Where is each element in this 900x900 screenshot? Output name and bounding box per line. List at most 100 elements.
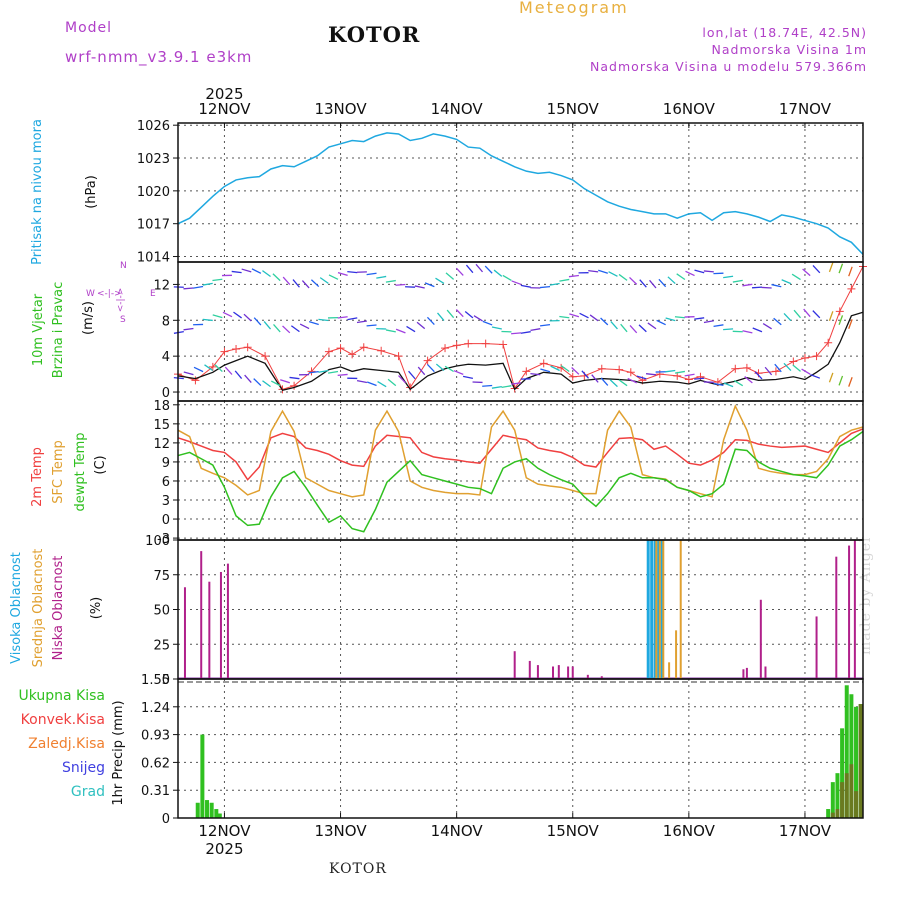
low-cloud-bar bbox=[848, 545, 851, 679]
gust-marker bbox=[261, 352, 270, 361]
wind-direction-arrow bbox=[838, 263, 844, 274]
gust-marker bbox=[394, 352, 403, 361]
wind-direction-arrow bbox=[462, 375, 474, 380]
wind-unit: (m/s) bbox=[81, 301, 96, 335]
precip-legend-item: Zaledj.Kisa bbox=[28, 736, 105, 752]
wind-direction-arrow bbox=[676, 273, 686, 281]
dewpoint-axis-label: dewpt Temp bbox=[73, 432, 88, 511]
wind-direction-arrow bbox=[848, 377, 853, 387]
y-tick-label: 12 bbox=[153, 278, 170, 293]
wind-direction-arrow bbox=[337, 316, 348, 319]
wind-direction-arrow bbox=[647, 322, 657, 330]
mid-cloud-bar bbox=[655, 540, 658, 679]
wind-direction-arrow bbox=[848, 266, 853, 277]
wind-direction-arrow bbox=[328, 274, 339, 280]
y-tick-label: 1017 bbox=[137, 218, 170, 233]
convective-rain-bar bbox=[835, 809, 840, 818]
wind-direction-arrow bbox=[234, 370, 243, 379]
wind-direction-arrow bbox=[484, 265, 493, 274]
compass-e: E bbox=[150, 289, 156, 299]
y-tick-label: 0 bbox=[162, 812, 170, 827]
x-tick-label-bottom: 14NOV bbox=[431, 822, 484, 840]
wind-direction-arrow bbox=[694, 269, 705, 274]
wind-direction-arrow bbox=[398, 375, 406, 384]
wind-direction-arrow bbox=[618, 379, 628, 387]
model-label: Model bbox=[65, 20, 113, 36]
precip-legend-item: Konvek.Kisa bbox=[21, 712, 105, 728]
wind-direction-arrow bbox=[684, 373, 695, 377]
low-cloud-bar bbox=[528, 660, 531, 679]
gust-marker bbox=[232, 344, 241, 353]
wind-direction-arrow bbox=[318, 318, 329, 322]
location-coords: lon,lat (18.74E, 42.5N) bbox=[702, 25, 867, 40]
wind-direction-arrow bbox=[539, 286, 551, 289]
wind-direction-arrow bbox=[395, 328, 406, 334]
high-cloud-bar bbox=[646, 540, 650, 679]
dewpoint-line bbox=[177, 430, 864, 533]
wind-direction-arrow bbox=[251, 268, 262, 274]
wind-direction-arrow bbox=[493, 269, 503, 277]
wind-direction-arrow bbox=[376, 275, 387, 279]
compass-w: W bbox=[86, 289, 95, 299]
wind-direction-arrow bbox=[444, 365, 454, 373]
low-cloud-bar bbox=[600, 676, 603, 679]
wind-direction-arrow bbox=[754, 371, 763, 380]
gust-marker bbox=[812, 352, 821, 361]
wind-direction-arrow bbox=[337, 373, 348, 376]
wind-direction-arrow bbox=[292, 279, 300, 288]
wind-direction-arrow bbox=[435, 277, 445, 285]
gust-marker bbox=[789, 357, 798, 366]
wind-direction-arrow bbox=[803, 308, 811, 318]
gust-marker bbox=[615, 365, 624, 374]
wind-direction-arrow bbox=[610, 320, 618, 330]
wind-direction-arrow bbox=[455, 309, 464, 318]
low-cloud-bar bbox=[745, 667, 748, 679]
wind-direction-arrow bbox=[464, 310, 474, 319]
gust-marker bbox=[684, 375, 693, 384]
wind-direction-arrow bbox=[629, 276, 638, 285]
wind-axis-label-2: Brzina i Pravac bbox=[51, 282, 66, 379]
low-cloud-bar bbox=[552, 666, 555, 679]
wind-direction-arrow bbox=[385, 329, 396, 333]
gust-marker bbox=[539, 359, 548, 368]
wind-direction-arrow bbox=[571, 367, 580, 375]
mid-cloud-bar bbox=[668, 662, 671, 679]
wind-direction-arrow bbox=[511, 382, 522, 385]
wind-direction-arrow bbox=[540, 368, 551, 373]
wind-direction-arrow bbox=[560, 365, 570, 372]
wind-direction-arrow bbox=[212, 314, 223, 319]
gust-marker bbox=[835, 307, 844, 316]
wind-axis-label: 10m Vjetar bbox=[31, 293, 46, 366]
wind-direction-arrow bbox=[694, 317, 705, 320]
wind-direction-arrow bbox=[665, 369, 676, 373]
wind-direction-arrow bbox=[559, 315, 570, 319]
wind-direction-arrow bbox=[639, 279, 647, 288]
wind-direction-arrow bbox=[482, 384, 493, 387]
wind-direction-arrow bbox=[752, 327, 763, 333]
total-rain-bar bbox=[840, 728, 845, 818]
low-cloud-bar bbox=[208, 581, 211, 679]
low-cloud-bar bbox=[557, 665, 560, 679]
wind-speed-line bbox=[177, 311, 864, 391]
low-cloud-bar bbox=[835, 556, 838, 679]
wind-direction-arrow bbox=[408, 370, 416, 380]
temp-axis-label: 2m Temp bbox=[30, 447, 45, 507]
gust-marker bbox=[522, 367, 531, 376]
wind-direction-arrow bbox=[231, 270, 242, 274]
x-year-bottom: 2025 bbox=[205, 840, 243, 858]
compass-arrow-h: <-|-> bbox=[97, 289, 122, 299]
gust-marker bbox=[771, 367, 780, 376]
convective-rain-bar bbox=[830, 812, 835, 818]
total-rain-bar bbox=[835, 773, 840, 818]
wind-direction-arrow bbox=[848, 319, 853, 330]
x-tick-label-top: 12NOV bbox=[198, 100, 251, 118]
wind-direction-arrow bbox=[569, 313, 580, 318]
convective-rain-bar bbox=[849, 764, 854, 818]
temp-sfc-line bbox=[177, 404, 864, 498]
wind-direction-arrow bbox=[406, 325, 416, 333]
wind-direction-arrow bbox=[416, 321, 426, 330]
gust-marker bbox=[824, 338, 833, 347]
precip-legend-item: Ukupna Kisa bbox=[18, 688, 105, 704]
wind-direction-arrow bbox=[801, 368, 811, 375]
